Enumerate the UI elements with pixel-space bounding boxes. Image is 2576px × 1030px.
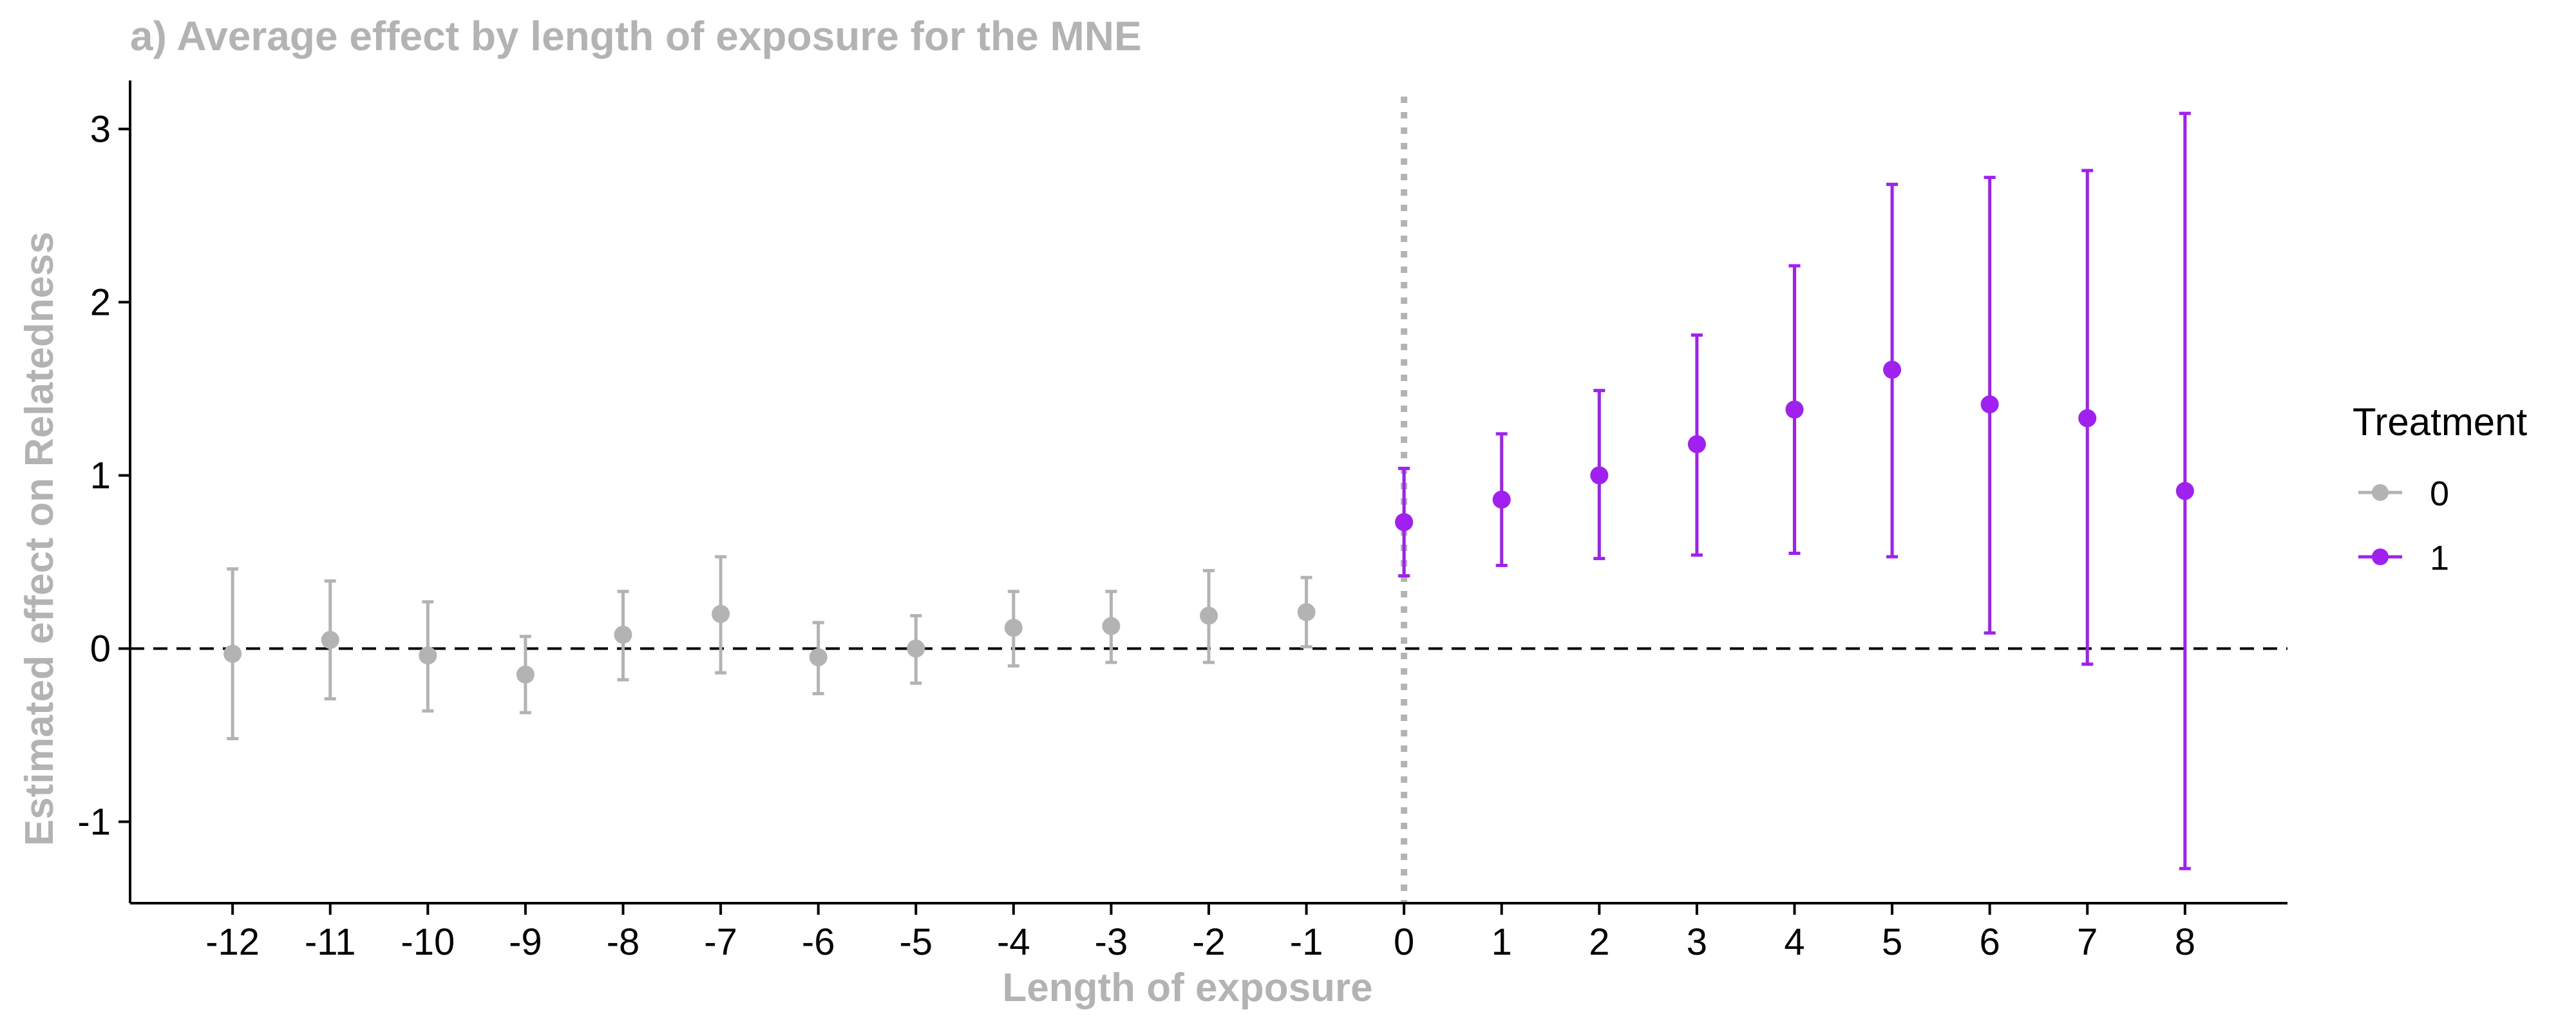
- legend: Treatment 01: [2353, 400, 2528, 577]
- x-tick-label: 4: [1784, 921, 1804, 963]
- x-tick-label: 1: [1492, 921, 1512, 963]
- x-tick-label: 6: [1980, 921, 2000, 963]
- x-tick-label: -1: [1290, 921, 1323, 963]
- legend-key-point: [2372, 548, 2389, 565]
- series-layer: [223, 111, 2194, 870]
- x-tick-label: 3: [1687, 921, 1707, 963]
- axes: -12 -11 -10 -9 -8 -7 -6 -5 -4 -3 -2 -1 0 1 2 3 4 5 6 7 8 -10…: [77, 80, 2287, 963]
- data-point: [1883, 360, 1902, 379]
- data-point: [1395, 513, 1414, 532]
- x-tick-label: -2: [1192, 921, 1226, 963]
- y-tick-label: 3: [90, 108, 111, 150]
- y-axis-ticks: -1 0 1 2 3: [77, 108, 130, 843]
- plot-area: [130, 97, 2287, 903]
- legend-label: 1: [2430, 539, 2449, 577]
- data-point: [2078, 409, 2097, 427]
- data-point: [2175, 482, 2194, 500]
- legend-title: Treatment: [2353, 400, 2528, 444]
- x-tick-label: 5: [1882, 921, 1902, 963]
- data-point: [1297, 603, 1316, 621]
- x-tick-label: -3: [1095, 921, 1128, 963]
- legend-key-point: [2372, 484, 2389, 501]
- y-tick-label: -1: [77, 801, 111, 843]
- legend-items: 01: [2358, 474, 2449, 577]
- data-point: [321, 631, 339, 650]
- x-tick-label: -6: [802, 921, 835, 963]
- data-point: [419, 646, 437, 665]
- data-point: [712, 604, 730, 623]
- x-axis-ticks: -12 -11 -10 -9 -8 -7 -6 -5 -4 -3 -2 -1 0 1 2 3 4 5 6 7 8: [205, 903, 2195, 963]
- legend-item-1: 1: [2358, 539, 2449, 577]
- data-point: [1492, 491, 1511, 509]
- x-tick-label: -7: [704, 921, 737, 963]
- data-point: [614, 625, 632, 644]
- data-point: [1687, 435, 1706, 454]
- x-tick-label: 0: [1394, 921, 1414, 963]
- x-tick-label: 7: [2077, 921, 2098, 963]
- data-point: [1785, 400, 1804, 419]
- x-tick-label: -4: [997, 921, 1030, 963]
- x-tick-label: 8: [2175, 921, 2195, 963]
- chart-title: a) Average effect by length of exposure …: [130, 13, 1142, 59]
- legend-item-0: 0: [2358, 474, 2449, 513]
- x-tick-label: -11: [305, 921, 356, 963]
- series-0: [223, 467, 1414, 740]
- data-point: [223, 644, 242, 663]
- x-tick-label: -8: [607, 921, 640, 963]
- data-point: [516, 665, 535, 684]
- data-point: [1200, 606, 1218, 625]
- data-point: [1102, 617, 1121, 635]
- data-point: [1004, 619, 1023, 637]
- x-tick-label: -9: [509, 921, 542, 963]
- legend-label: 0: [2430, 474, 2449, 513]
- y-tick-label: 0: [90, 628, 111, 670]
- data-point: [907, 639, 925, 658]
- x-tick-label: 2: [1589, 921, 1609, 963]
- y-tick-label: 2: [90, 281, 111, 323]
- x-tick-label: -10: [401, 921, 455, 963]
- data-point: [1590, 466, 1609, 485]
- y-axis-title: Estimated effect on Relatedness: [17, 232, 62, 846]
- x-axis-title: Length of exposure: [1002, 966, 1372, 1010]
- series-1: [1395, 111, 2194, 870]
- y-tick-label: 1: [90, 454, 111, 496]
- x-tick-label: -5: [899, 921, 933, 963]
- x-tick-label: -12: [205, 921, 260, 963]
- data-point: [1980, 395, 1999, 414]
- data-point: [809, 648, 828, 666]
